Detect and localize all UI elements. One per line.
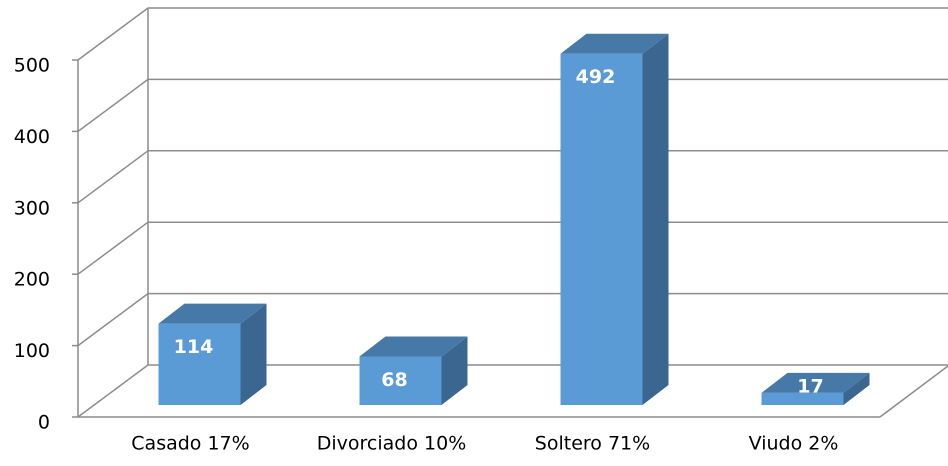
y-tick-label: 100 [14,340,50,362]
y-tick-label: 200 [14,269,50,291]
grid-line-side [77,292,149,347]
x-tick-label: Soltero 71% [535,433,650,455]
bar-top [560,33,669,54]
value-label: 492 [576,66,616,88]
value-label: 17 [797,375,823,397]
grid-line-side [77,78,149,133]
bar-front [560,53,643,405]
bar-top [761,372,870,393]
y-tick-label: 400 [14,126,50,148]
x-tick-label: Divorciado 10% [317,433,467,455]
bar [359,336,468,405]
bar-top [158,303,267,324]
value-label: 114 [174,336,214,358]
value-label: 68 [381,369,407,391]
bar [761,372,870,405]
bar-front [158,323,241,405]
bar-front [761,392,844,405]
bar-top [359,336,468,357]
grid-line-side [77,150,149,204]
grid-line-side [77,364,149,418]
bar-side [843,372,870,405]
grid-line-side [77,7,149,61]
bar [158,303,267,405]
bar-side [441,336,468,405]
bar-side [642,33,669,405]
y-tick-label: 0 [38,412,50,434]
bar-side [240,303,267,405]
bar-front [359,356,442,405]
bar [560,33,669,405]
y-tick-label: 300 [14,197,50,219]
grid-line-side [77,221,149,275]
x-tick-label: Casado 17% [131,433,249,455]
y-tick-label: 500 [14,55,50,77]
x-tick-label: Viudo 2% [749,433,839,455]
floor-right-edge [879,365,948,418]
